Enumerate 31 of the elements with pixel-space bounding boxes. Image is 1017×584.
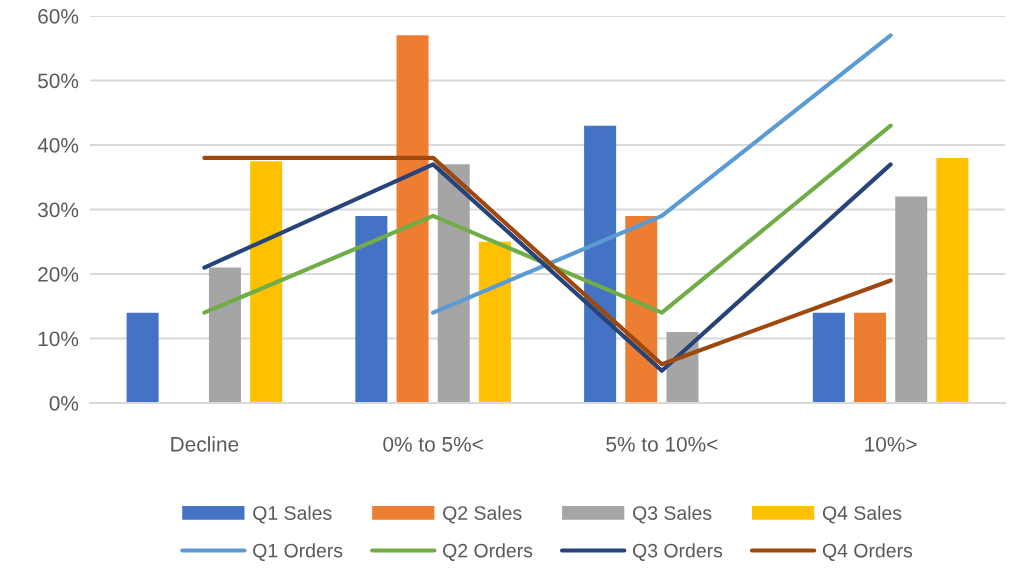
bar [584, 125, 617, 403]
y-tick-label: 40% [37, 138, 79, 153]
x-tick-label: 0% to 5%< [383, 436, 483, 452]
legend-label: Q2 Orders [443, 543, 533, 561]
legend-label: Q4 Orders [822, 543, 913, 561]
legend-label: Q3 Orders [633, 543, 723, 561]
bar [936, 157, 969, 403]
bar [396, 35, 429, 403]
bar [208, 267, 241, 403]
bar [895, 196, 928, 403]
y-tick-label: 10% [38, 331, 79, 347]
y-tick-label: 30% [37, 202, 79, 218]
y-tick-label: 50% [38, 73, 79, 89]
legend-label: Q2 Sales [443, 505, 522, 524]
legend-label: Q3 Sales [633, 505, 712, 524]
legend-label: Q1 Orders [253, 543, 343, 561]
bar [854, 312, 887, 403]
legend-label: Q4 Sales [822, 505, 902, 524]
legend-label: Q1 Sales [253, 505, 332, 524]
y-tick-label: 0% [49, 396, 79, 411]
bar [478, 241, 511, 403]
bar [812, 312, 845, 403]
x-tick-label: Decline [171, 436, 239, 452]
y-tick-label: 20% [38, 267, 79, 282]
bar [355, 215, 388, 403]
bar [126, 312, 159, 403]
y-tick-label: 60% [38, 9, 79, 24]
x-tick-label: 5% to 10%< [606, 436, 718, 452]
bar [250, 161, 283, 403]
bar [437, 164, 470, 403]
x-tick-label: 10%> [865, 436, 917, 452]
